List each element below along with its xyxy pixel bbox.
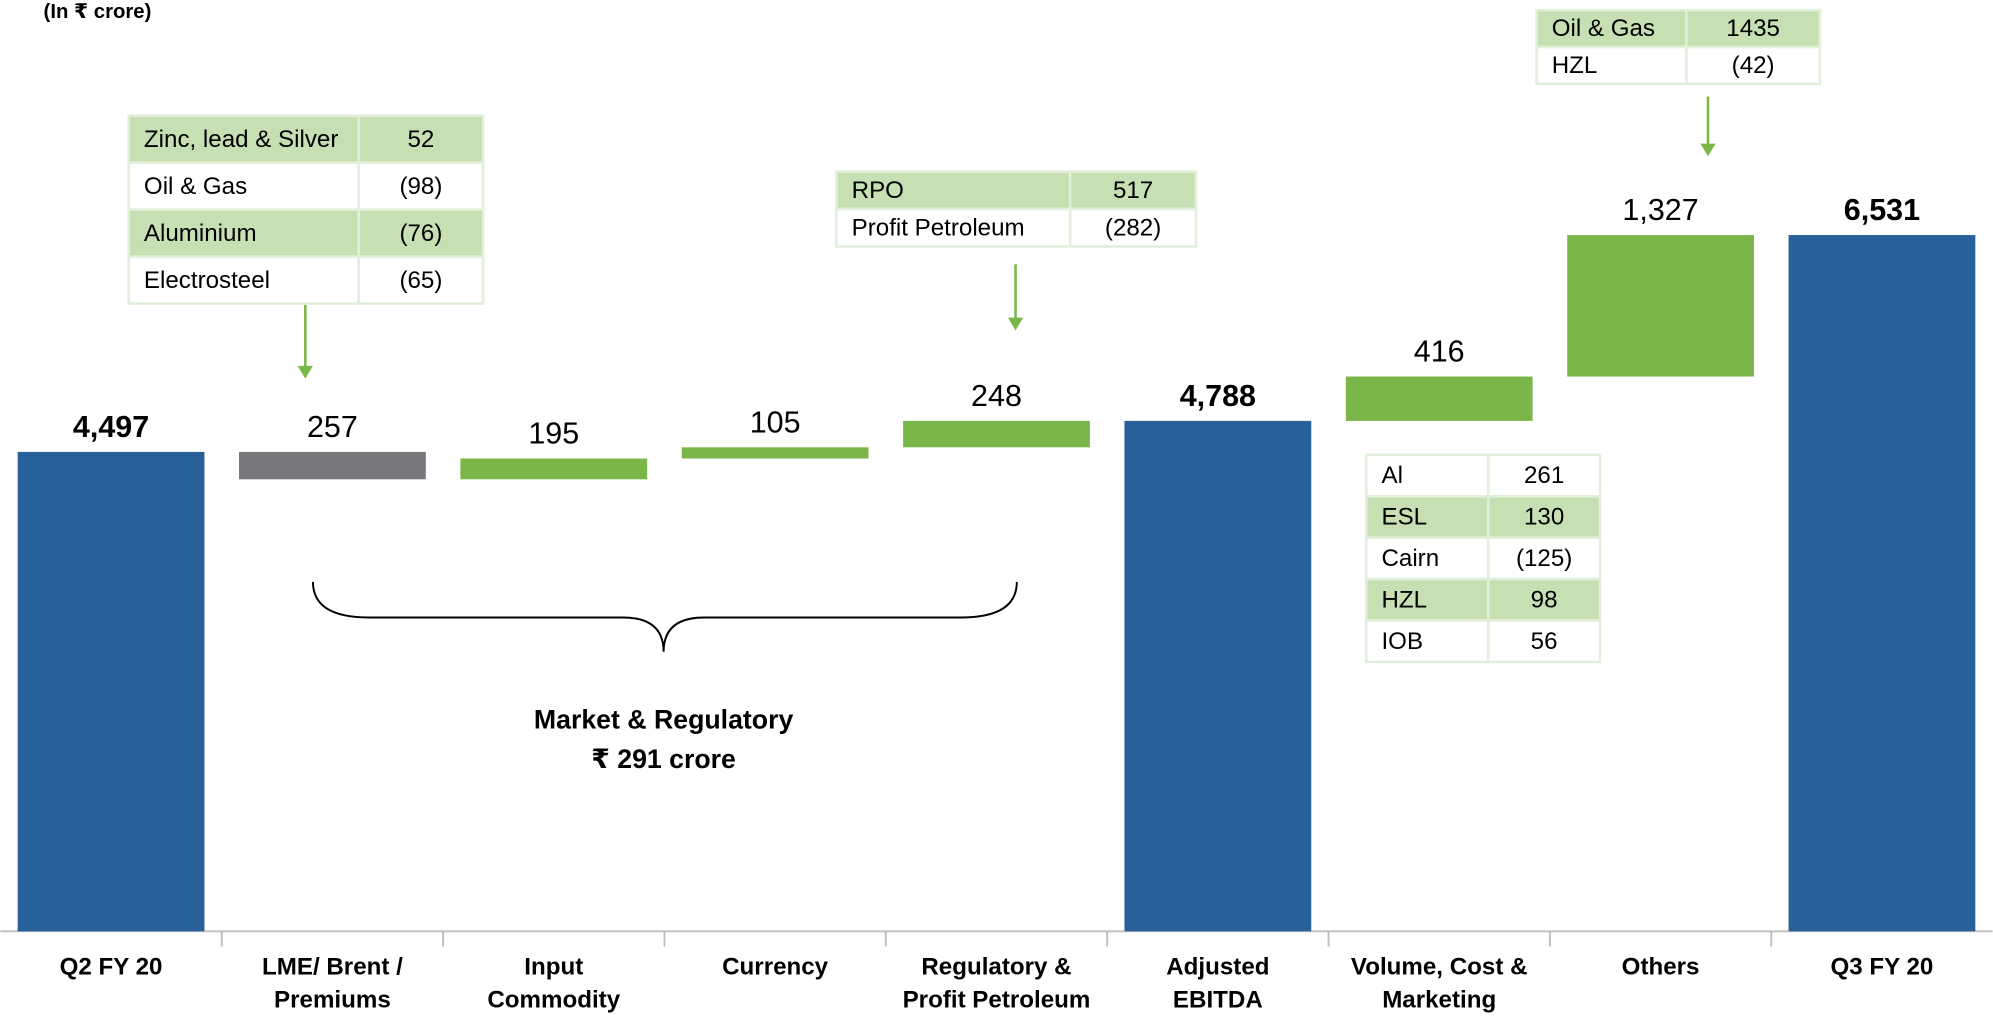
category-label: Currency [722,954,829,981]
table-label: ESL [1381,504,1427,531]
bar [1788,235,1976,932]
table-value: (125) [1516,545,1572,572]
bar [17,451,205,932]
table-label: Al [1381,462,1402,489]
bar [460,458,648,480]
value-label: 4,497 [73,410,149,444]
table-label: Profit Petroleum [852,214,1025,241]
category-label-box: Regulatory & Profit Petroleum [902,954,1091,1014]
table-label: Electrosteel [144,267,270,294]
table-value: 98 [1531,586,1558,613]
table-cell [1486,536,1602,581]
category-label-box: Q3 FY 20 [1830,954,1934,981]
table-value: (42) [1732,52,1775,79]
value-label: 195 [528,417,579,451]
table-value: 517 [1113,177,1153,204]
table-cell [1685,8,1822,49]
table-label: Aluminium [144,220,257,247]
bar [1345,376,1533,421]
group-label: Market & Regulatory [534,705,794,735]
value-label: 416 [1414,335,1465,369]
table-cell [1535,8,1688,49]
table-label: Zinc, lead & Silver [144,126,338,153]
category-label: LME/ Brent / Premiums [261,954,403,1014]
group-brace [311,581,1018,652]
table-value: 1435 [1726,15,1780,42]
table-value: 130 [1524,504,1564,531]
table-cell [1364,453,1490,498]
table-cell [1486,619,1602,664]
table-cell [1685,45,1822,86]
group-label: ₹ 291 crore [591,744,736,774]
category-label-box: Volume, Cost & Marketing [1350,954,1528,1014]
bar [681,447,869,459]
table-value: (65) [399,267,442,294]
table-value: 52 [408,126,435,153]
category-label: Q2 FY 20 [59,954,163,981]
category-label-box: Others [1621,954,1700,981]
category-label: Q3 FY 20 [1830,954,1934,981]
table-cell [1068,207,1198,248]
category-label-box: Adjusted EBITDA [1166,954,1270,1014]
value-label: 257 [307,410,358,444]
bar [903,420,1090,448]
table-value: 56 [1531,628,1558,655]
category-label-box: LME/ Brent / Premiums [261,954,403,1014]
category-label: Adjusted EBITDA [1166,954,1270,1014]
category-label: Regulatory & Profit Petroleum [902,954,1091,1014]
bar [1124,420,1312,932]
value-label: 4,788 [1180,379,1256,413]
value-label: 1,327 [1622,193,1698,227]
value-label: 6,531 [1844,193,1920,227]
category-label: Input Commodity Inflation [487,954,621,1014]
table-value: (76) [399,220,442,247]
table-cell [835,170,1072,211]
table-value: 261 [1524,462,1564,489]
table-label: RPO [852,177,904,204]
table-label: HZL [1381,586,1427,613]
table-label: Oil & Gas [1552,15,1655,42]
table-label: Cairn [1381,545,1439,572]
table-value: (282) [1105,214,1161,241]
subtitle: (In ₹ crore) [44,1,152,23]
table-cell [1068,170,1198,211]
category-label: Others [1621,954,1700,981]
value-label: 105 [750,405,801,439]
value-label: 248 [971,379,1022,413]
category-label-box: Q2 FY 20 [59,954,163,981]
category-label-box: Currency [722,954,829,981]
table-value: (98) [399,173,442,200]
table-cell [1535,45,1688,86]
bar [1567,235,1754,377]
table-label: HZL [1552,52,1598,79]
category-label-box: Input Commodity Inflation [487,954,621,1014]
table-cell [1486,495,1602,539]
arrow-head [297,365,313,379]
arrow-head [1700,143,1716,157]
table-label: Oil & Gas [144,173,247,200]
table-cell [357,255,485,305]
table-cell [835,207,1072,248]
bar [239,451,426,480]
table-cell [127,255,360,305]
table-label: IOB [1381,628,1423,655]
category-label: Volume, Cost & Marketing [1350,954,1528,1014]
arrow-head [1007,317,1024,331]
